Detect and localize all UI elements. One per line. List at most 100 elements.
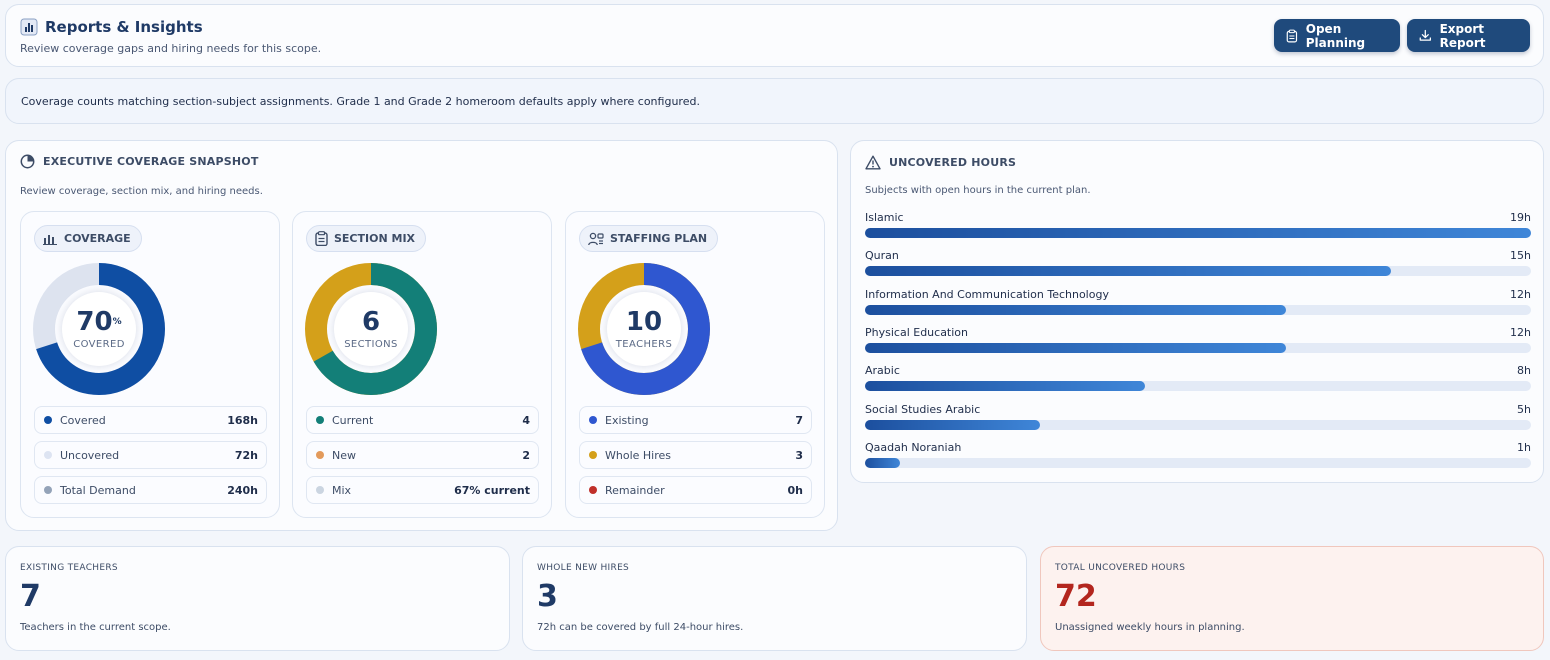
subject-name: Qaadah Noraniah <box>865 440 962 454</box>
coverage-pill: COVERAGE <box>34 225 142 252</box>
kpi-value: 7 <box>20 579 41 614</box>
uncovered-title: UNCOVERED HOURS <box>889 156 1017 169</box>
legend-dot <box>316 416 324 424</box>
open-planning-label: Open Planning <box>1305 21 1366 50</box>
legend-uncovered: Uncovered 72h <box>34 441 267 469</box>
legend-dot <box>44 486 52 494</box>
section-mix-donut-chart <box>305 263 437 395</box>
clipboard-icon <box>315 231 328 246</box>
pie-chart-icon <box>20 154 35 169</box>
kpi-description: 72h can be covered by full 24-hour hires… <box>537 622 744 633</box>
clipboard-icon <box>1286 29 1298 42</box>
section-mix-pill: SECTION MIX <box>306 225 427 252</box>
legend-dot <box>589 486 597 494</box>
kpi-description: Teachers in the current scope. <box>20 622 171 633</box>
legend-whole-hires: Whole Hires 3 <box>579 441 812 469</box>
staffing-value: 10 <box>625 307 663 337</box>
subject-name: Physical Education <box>865 325 969 339</box>
bar-chart-icon <box>43 235 57 245</box>
bar-fill <box>865 419 1041 430</box>
bar-fill <box>865 304 1286 315</box>
kpi-total-uncovered-hours: TOTAL UNCOVERED HOURS 72 Unassigned week… <box>1040 546 1544 651</box>
subject-hours: 8h <box>1517 364 1531 378</box>
info-text: Coverage counts matching section-subject… <box>21 95 700 108</box>
page-title-group: Reports & Insights <box>20 18 203 36</box>
bar-track <box>865 419 1531 430</box>
page-subtitle: Review coverage gaps and hiring needs fo… <box>20 42 322 55</box>
subject-name: Information And Communication Technology <box>865 287 1109 301</box>
uncovered-hours-panel: UNCOVERED HOURS Subjects with open hours… <box>850 140 1544 483</box>
coverage-donut-main <box>33 263 165 395</box>
export-report-button[interactable]: Export Report <box>1407 19 1530 52</box>
section-mix-card: SECTION MIX 6 SECTIONS Current 4 New 2 Mix… <box>292 211 552 518</box>
bar-fill <box>865 266 1391 277</box>
bar-chart-icon <box>20 18 38 36</box>
snapshot-title-group: EXECUTIVE COVERAGE SNAPSHOT <box>20 154 259 169</box>
kpi-value: 3 <box>537 579 558 614</box>
section-mix-value: 6 <box>361 307 381 337</box>
page-header: Reports & Insights Review coverage gaps … <box>5 4 1544 67</box>
legend-current: Current 4 <box>306 406 539 434</box>
legend-dot <box>316 486 324 494</box>
download-icon <box>1419 29 1431 41</box>
snapshot-title: EXECUTIVE COVERAGE SNAPSHOT <box>43 155 259 168</box>
bar-fill <box>865 381 1146 392</box>
legend-mix: Mix 67% current <box>306 476 539 504</box>
executive-coverage-snapshot: EXECUTIVE COVERAGE SNAPSHOT Review cover… <box>5 140 838 531</box>
open-planning-button[interactable]: Open Planning <box>1274 19 1400 52</box>
page-title: Reports & Insights <box>45 18 203 36</box>
coverage-donut: 70% COVERED <box>33 263 165 395</box>
users-icon <box>588 232 604 245</box>
staffing-donut-chart <box>578 263 710 395</box>
subject-hours: 5h <box>1517 402 1531 416</box>
subject-hours: 12h <box>1510 325 1531 339</box>
bar-track <box>865 457 1531 468</box>
bar-track <box>865 304 1531 315</box>
coverage-center-label: COVERED <box>73 339 125 350</box>
bar-track <box>865 342 1531 353</box>
staffing-plan-pill: STAFFING PLAN <box>579 225 719 252</box>
legend-dot <box>589 416 597 424</box>
legend-dot <box>44 416 52 424</box>
subject-name: Social Studies Arabic <box>865 402 981 416</box>
legend-dot <box>316 451 324 459</box>
kpi-label: TOTAL UNCOVERED HOURS <box>1055 563 1186 573</box>
section-mix-donut-center: 6 SECTIONS <box>334 292 408 366</box>
section-mix-pill-label: SECTION MIX <box>334 232 416 245</box>
section-mix-donut: 6 SECTIONS <box>305 263 437 395</box>
legend-new: New 2 <box>306 441 539 469</box>
bar-fill <box>865 228 1531 238</box>
staffing-donut-main <box>578 263 710 395</box>
legend-existing: Existing 7 <box>579 406 812 434</box>
kpi-label: EXISTING TEACHERS <box>20 563 118 573</box>
kpi-description: Unassigned weekly hours in planning. <box>1055 622 1245 633</box>
legend-remainder: Remainder 0h <box>579 476 812 504</box>
warning-icon <box>865 155 881 170</box>
staffing-donut: 10 TEACHERS <box>578 263 710 395</box>
coverage-donut-chart <box>33 263 165 395</box>
staffing-plan-pill-label: STAFFING PLAN <box>610 232 708 245</box>
bar-track <box>865 266 1531 277</box>
staffing-donut-center: 10 TEACHERS <box>607 292 681 366</box>
coverage-donut-center: 70% COVERED <box>62 292 136 366</box>
legend-total-demand: Total Demand 240h <box>34 476 267 504</box>
subject-name: Quran <box>865 249 899 263</box>
kpi-whole-new-hires: WHOLE NEW HIRES 3 72h can be covered by … <box>522 546 1027 651</box>
kpi-label: WHOLE NEW HIRES <box>537 563 630 573</box>
coverage-pill-label: COVERAGE <box>64 232 131 245</box>
export-report-label: Export Report <box>1439 21 1486 50</box>
bar-track <box>865 381 1531 392</box>
staffing-center-label: TEACHERS <box>615 339 673 350</box>
legend-covered: Covered 168h <box>34 406 267 434</box>
section-mix-donut-main <box>305 263 437 395</box>
subject-name: Islamic <box>865 211 904 224</box>
info-banner: Coverage counts matching section-subject… <box>5 78 1544 124</box>
subject-hours: 1h <box>1517 440 1531 454</box>
coverage-card: COVERAGE 70% COVERED Covered 168h Uncover… <box>20 211 280 518</box>
uncovered-title-group: UNCOVERED HOURS <box>865 155 1016 170</box>
coverage-value: 70% <box>76 307 122 337</box>
section-mix-center-label: SECTIONS <box>344 339 398 350</box>
subject-name: Arabic <box>865 364 900 378</box>
bar-track <box>865 228 1531 238</box>
bar-fill <box>865 342 1286 353</box>
